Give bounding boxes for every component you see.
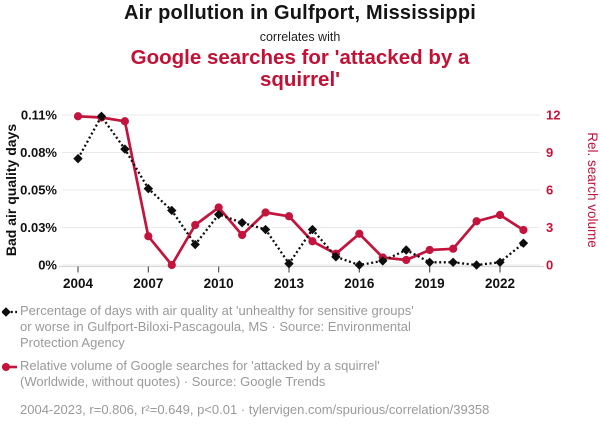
air-quality-data-point — [495, 257, 505, 267]
x-tick-label: 2004 — [63, 276, 94, 291]
legend-line: Relative volume of Google searches for '… — [20, 358, 380, 373]
search-volume-data-point — [238, 230, 247, 240]
air-quality-data-point — [143, 183, 154, 194]
air-quality-data-point — [260, 224, 271, 235]
air-quality-data-point — [167, 205, 177, 216]
air-quality-data-point — [424, 257, 435, 267]
air-quality-data-point — [120, 144, 130, 154]
left-axis-tick-label: 0.08% — [20, 145, 57, 160]
search-volume-line — [77, 114, 525, 267]
air-quality-data-point — [190, 239, 200, 250]
search-volume-data-point — [120, 117, 129, 126]
right-axis-title: Rel. search volume — [585, 132, 600, 248]
dual-axis-line-chart: 2004 2007 2010 2013 2016 2019 2022 0% 0.03% 0.05%… — [3, 108, 600, 292]
legend-line: Protection Agency — [20, 335, 125, 350]
air-quality-data-point — [448, 257, 458, 267]
air-quality-data-point — [213, 209, 224, 220]
search-volume-data-point — [191, 220, 200, 230]
search-volume-data-point — [449, 244, 458, 253]
stats-and-source-footer: 2004-2023, r=0.806, r²=0.649, p<0.01 · t… — [20, 402, 490, 417]
air-quality-data-point — [237, 218, 247, 228]
x-tick-label: 2022 — [485, 276, 515, 291]
search-volume-data-point — [284, 212, 294, 221]
search-volume-data-point — [308, 237, 317, 246]
right-axis-tick-label: 9 — [546, 145, 553, 160]
right-axis-tick-label: 6 — [546, 183, 553, 198]
page-title: Air pollution in Gulfport, Mississippi — [123, 2, 477, 24]
search-volume-data-point — [355, 229, 364, 238]
left-axis-tick-label: 0.05% — [20, 183, 57, 198]
air-quality-data-point — [401, 245, 411, 255]
right-axis-tick-label: 12 — [546, 108, 560, 123]
search-volume-data-point — [261, 208, 270, 217]
search-volume-data-point — [402, 255, 411, 265]
legend-text-air-quality: Percentage of days with air quality at '… — [20, 303, 582, 351]
legend-text-search-volume: Relative volume of Google searches for '… — [20, 358, 582, 390]
x-tick-label: 2016 — [344, 276, 375, 291]
legend-line: or worse in Gulfport-Biloxi-Pascagoula, … — [20, 319, 411, 334]
chart-legend: Percentage of days with air quality at '… — [2, 303, 582, 418]
air-quality-data-point — [354, 260, 365, 270]
left-axis-tick-label: 0.03% — [20, 220, 57, 235]
right-axis-tick-label: 0 — [546, 258, 553, 273]
left-axis-tick-label: 0% — [38, 258, 57, 273]
search-volume-data-point — [472, 217, 481, 226]
search-volume-data-point — [73, 112, 83, 121]
air-quality-data-point — [471, 260, 482, 270]
air-quality-data-point — [73, 153, 83, 164]
search-volume-data-point — [167, 260, 176, 270]
secondary-title: Google searches for 'attacked by a squir… — [130, 46, 470, 91]
search-volume-data-point — [519, 225, 528, 235]
right-axis-tick-label: 3 — [546, 220, 553, 235]
search-volume-data-point — [214, 203, 223, 212]
air-quality-data-point — [284, 258, 294, 269]
air-quality-data-point — [518, 238, 529, 248]
x-tick-label: 2007 — [133, 276, 163, 291]
black-diamond-dashed-line-icon — [2, 307, 17, 317]
x-tick-label: 2010 — [204, 276, 234, 291]
x-tick-label: 2019 — [415, 276, 445, 291]
left-axis-tick-label: 0.11% — [21, 108, 58, 123]
search-volume-data-point — [425, 245, 434, 255]
air-quality-data-point — [331, 252, 341, 262]
x-tick-label: 2013 — [274, 276, 305, 291]
legend-item-search-volume: Relative volume of Google searches for '… — [2, 358, 582, 390]
search-volume-data-point — [144, 232, 153, 241]
correlates-with-label: correlates with — [259, 30, 341, 44]
legend-item-air-quality: Percentage of days with air quality at '… — [2, 303, 582, 351]
red-circle-solid-line-icon — [2, 363, 17, 371]
legend-line: (Worldwide, without quotes) · Source: Go… — [20, 374, 326, 389]
air-quality-data-point — [307, 224, 318, 235]
search-volume-data-point — [495, 210, 505, 220]
left-axis-title: Bad air quality days — [3, 124, 19, 256]
legend-line: Percentage of days with air quality at '… — [20, 303, 414, 318]
